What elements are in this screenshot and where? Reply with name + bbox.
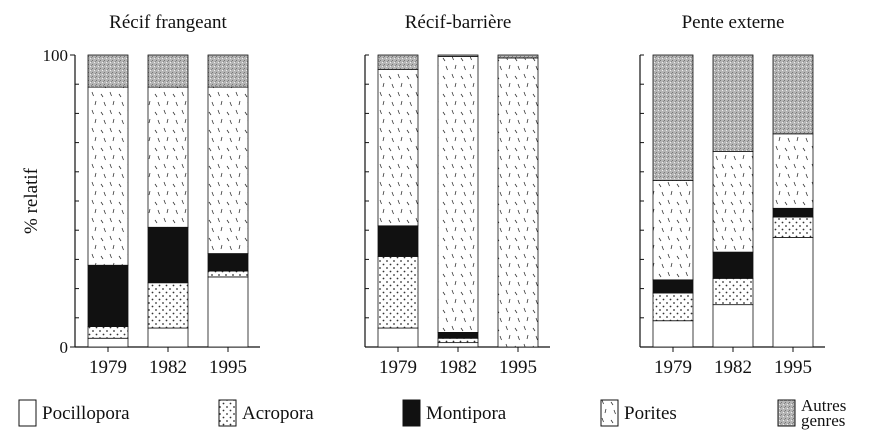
legend-swatch-box [600, 399, 619, 427]
bar-segment [437, 337, 479, 344]
bar-segment [652, 180, 694, 281]
legend-swatch-box [402, 399, 421, 427]
legend-swatch [777, 399, 796, 427]
bar-segment [147, 86, 189, 228]
x-tick-label: 1979 [379, 357, 417, 378]
panel-title: Récif-barrière [405, 12, 512, 33]
x-tick-label: 1995 [774, 357, 812, 378]
bar-segment [87, 264, 129, 327]
x-tick-label: 1995 [209, 357, 247, 378]
legend-swatch [218, 399, 237, 427]
panel-title: Pente externe [682, 12, 785, 33]
panel-title: Récif frangeant [109, 12, 227, 33]
legend-item: Pocillopora [18, 398, 130, 428]
x-tick-label: 1982 [714, 357, 752, 378]
legend-item: Autres genres [777, 396, 861, 430]
y-tick-label: 0 [60, 338, 69, 357]
bar-segment [207, 86, 249, 254]
bar-segment [147, 282, 189, 329]
x-tick-label: 1979 [654, 357, 692, 378]
y-axis-label: % relatif [21, 167, 42, 234]
bar-segment [712, 277, 754, 306]
bar-segment [497, 57, 539, 348]
legend-swatch [402, 399, 421, 427]
x-tick-label: 1979 [89, 357, 127, 378]
bar-segment [712, 54, 754, 152]
bar-segment [87, 54, 129, 88]
bar-segment [437, 342, 479, 348]
bar-segment [772, 54, 814, 135]
legend-item: Porites [600, 398, 677, 428]
bar-segment [437, 331, 479, 339]
bar-segment [772, 237, 814, 348]
legend-label: Porites [624, 402, 677, 424]
legend-label: Autres genres [801, 396, 847, 430]
bar-segment [87, 86, 129, 266]
legend-swatch [600, 399, 619, 427]
bar-segment [147, 226, 189, 284]
x-tick-label: 1982 [439, 357, 477, 378]
bar-segment [207, 54, 249, 88]
bar-segment [652, 320, 694, 348]
legend-item: Acropora [218, 398, 314, 428]
bar-segment [652, 292, 694, 322]
legend-label: Acropora [242, 402, 314, 424]
x-tick-label: 1982 [149, 357, 187, 378]
bar-segment [207, 270, 249, 278]
bar-segment [712, 304, 754, 348]
bar-segment [712, 150, 754, 253]
bar-segment [87, 337, 129, 348]
bar-segment [147, 54, 189, 88]
bar-segment [437, 56, 479, 333]
bar-segment [652, 54, 694, 181]
bar-segment [87, 326, 129, 339]
bar-segment [712, 251, 754, 279]
bar-segment [147, 327, 189, 348]
legend-swatch-box [218, 399, 237, 427]
x-tick-label: 1995 [499, 357, 537, 378]
bar-segment [377, 256, 419, 329]
bar-segment [652, 279, 694, 294]
legend-label: Pocillopora [42, 402, 130, 424]
bar-segment [772, 216, 814, 238]
bar-segment [497, 54, 539, 59]
y-tick-label: 100 [43, 46, 69, 65]
bar-segment [377, 225, 419, 257]
bar-segment [377, 69, 419, 227]
bar-segment [772, 133, 814, 209]
chart: Récif frangeant 0 100 % relatif 1979 1982 1995… [21, 12, 825, 378]
bar-segment [207, 253, 249, 272]
bar-segment [772, 207, 814, 218]
legend-swatch-box [777, 399, 796, 427]
legend-swatch [18, 399, 37, 427]
legend-swatch-box [18, 399, 37, 427]
legend-label: Montipora [426, 402, 507, 424]
bar-segment [437, 54, 479, 57]
bar-segment [207, 276, 249, 348]
legend-item: Montipora [402, 398, 506, 428]
bar-segment [377, 327, 419, 348]
bar-segment [377, 54, 419, 71]
